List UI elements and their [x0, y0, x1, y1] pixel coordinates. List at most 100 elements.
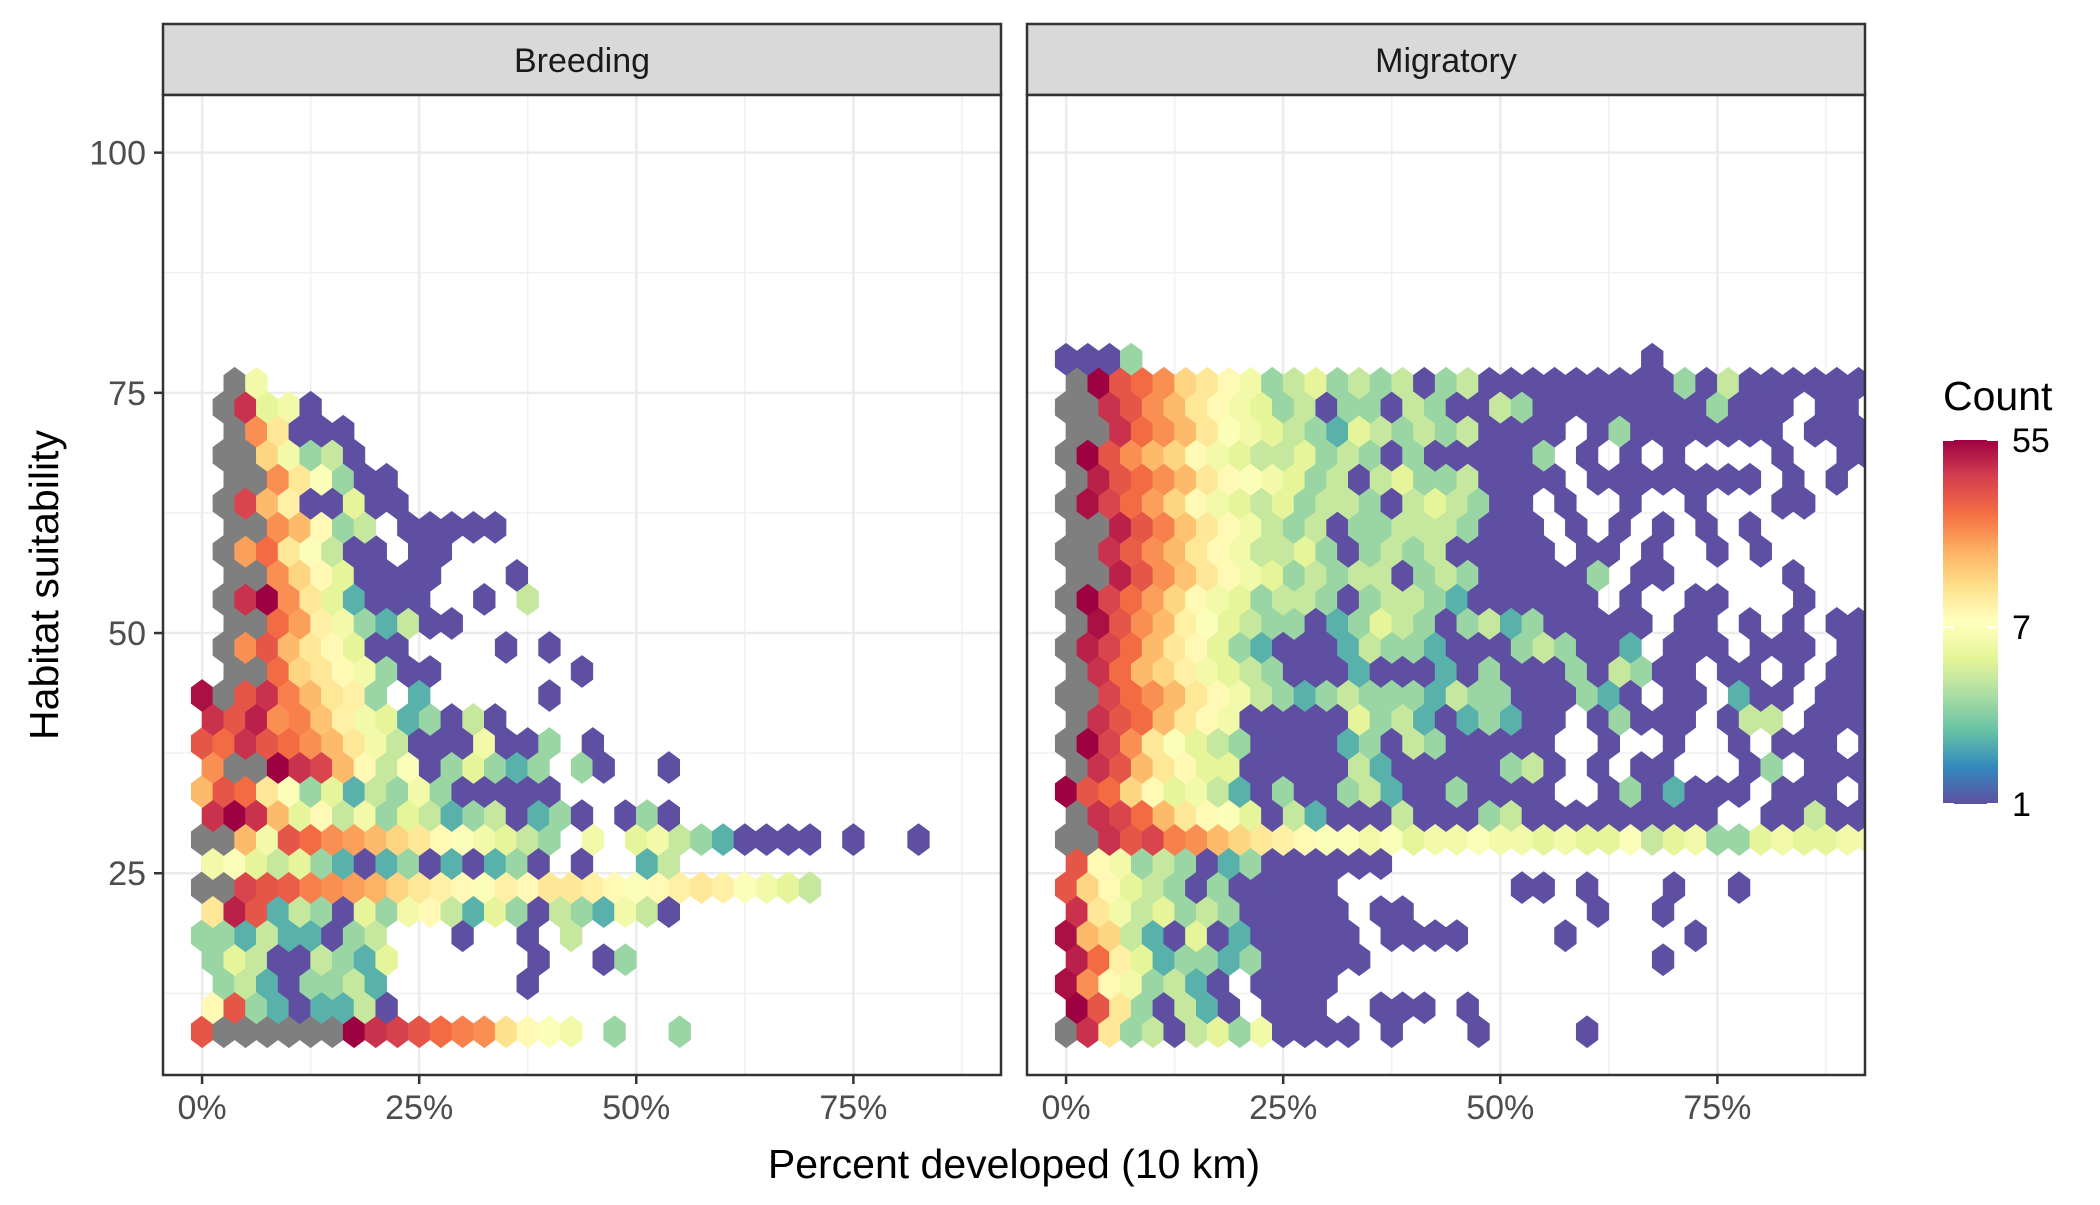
- hexbin-cell: [1913, 800, 1935, 832]
- hexbin-cell: [1902, 487, 1924, 519]
- x-tick-label: 25%: [385, 1089, 453, 1127]
- hexbin-cell: [484, 703, 507, 736]
- legend-tick-label: 55: [2012, 422, 2050, 460]
- hexbin-cell: [1891, 800, 1913, 832]
- hexbin-cell: [2054, 824, 2076, 856]
- x-tick-label: 50%: [602, 1089, 670, 1127]
- hexbin-cell: [1891, 607, 1913, 639]
- hexbin-layer: [190, 366, 930, 1049]
- hexbin-cell: [1880, 391, 1902, 423]
- hexbin-cell: [1924, 776, 1946, 808]
- hexbin-cell: [1945, 824, 1967, 856]
- hexbin-cell: [1869, 752, 1891, 784]
- hexbin-cell: [1456, 991, 1479, 1025]
- hexbin-cell: [1902, 824, 1924, 856]
- x-axis: 0% 25% 50% 75%: [178, 1075, 887, 1127]
- hexbin-cell: [538, 631, 561, 664]
- hexbin-cell: [657, 751, 680, 784]
- x-tick-label: 0%: [1042, 1089, 1091, 1127]
- facet-migratory: Migratory 0% 25% 50% 75%: [1025, 22, 2098, 1127]
- hexbin-cell: [494, 631, 518, 664]
- hexbin-cell: [1782, 559, 1805, 592]
- hexbin-cell: [907, 823, 930, 856]
- hexbin-cell: [1869, 607, 1891, 639]
- hexbin-cell: [1120, 342, 1143, 376]
- x-axis: 0% 25% 50% 75%: [1042, 1075, 1751, 1127]
- hexbin-cell: [538, 727, 561, 760]
- legend-tick-label: 1: [2012, 786, 2031, 824]
- hexbin-cell: [1641, 342, 1664, 376]
- hexbin-cell: [1880, 487, 1902, 519]
- y-tick-label: 50: [108, 615, 146, 653]
- hexbin-cell: [2010, 824, 2032, 856]
- panel-border: [1025, 93, 1867, 1077]
- hexbin-cell: [1738, 510, 1762, 544]
- hexbin-cell: [1967, 824, 1989, 856]
- hexbin-cell: [245, 366, 268, 400]
- hexbin-cell: [1924, 343, 1946, 375]
- hexbin-cell: [1575, 871, 1599, 905]
- hexbin-cell: [1869, 415, 1891, 447]
- hexbin-cell: [1924, 631, 1946, 663]
- hexbin-cell: [559, 1015, 583, 1049]
- hexbin-cell: [1880, 679, 1902, 711]
- hexbin-cell: [1869, 559, 1891, 591]
- hexbin-cell: [1727, 871, 1751, 905]
- hexbin-cell: [484, 510, 507, 544]
- hexbin-cell: [1902, 776, 1924, 808]
- hexbin-cell: [473, 583, 496, 616]
- hexbin-cell: [1869, 800, 1891, 832]
- hexbin-cell: [1891, 752, 1913, 784]
- hexbin-cell: [570, 799, 594, 832]
- hexbin-cell: [538, 679, 561, 712]
- hexbin-cell: [418, 655, 442, 688]
- hexbin-cell: [1924, 728, 1946, 760]
- hexbin-layer: [1054, 342, 2098, 1049]
- hexbin-cell: [1880, 824, 1902, 856]
- hexbin-cell: [842, 823, 865, 856]
- hexbin-cell: [798, 823, 822, 856]
- hexbin-cell: [1847, 607, 1865, 640]
- x-tick-label: 0%: [178, 1089, 227, 1127]
- hexbin-cell: [505, 559, 529, 592]
- hexbin-cell: [1913, 367, 1935, 399]
- hexbin-cell: [1847, 751, 1865, 784]
- legend: Count 55 7 1: [1943, 373, 2053, 824]
- hexbin-cell: [1924, 535, 1946, 567]
- hexbin-cell: [1891, 655, 1913, 687]
- hexbin-cell: [1891, 367, 1913, 399]
- legend-colorbar: [1943, 440, 1998, 804]
- hexbin-cell: [299, 390, 322, 424]
- strip-background: [161, 22, 1003, 97]
- hexbin-cell: [2076, 824, 2098, 856]
- strip-label: Migratory: [1375, 42, 1517, 80]
- hexbin-cell: [2032, 824, 2054, 856]
- y-tick-label: 100: [89, 135, 146, 173]
- hexbin-cell: [1684, 919, 1707, 953]
- hexbin-cell: [1989, 824, 2011, 856]
- hexbin-cell: [1956, 800, 1978, 832]
- strip-background: [1025, 22, 1867, 97]
- hexbin-cell: [1924, 679, 1946, 711]
- hexbin-cell: [1738, 607, 1762, 640]
- hexbin-cell: [375, 462, 398, 496]
- hexbin-cell: [1651, 510, 1675, 544]
- hexbin-cell: [1924, 583, 1946, 615]
- hexbin-cell: [1413, 991, 1436, 1025]
- x-tick-label: 50%: [1466, 1089, 1534, 1127]
- hexbin-cell: [614, 943, 637, 977]
- hexbin-cell: [1847, 366, 1865, 400]
- legend-tick-label: 7: [2012, 609, 2031, 647]
- hexbin-cell: [1651, 943, 1675, 977]
- hexbin-cell: [603, 1015, 626, 1049]
- hexbin-cell: [1924, 824, 1946, 856]
- hexbin-cell: [1706, 583, 1729, 616]
- facet-breeding: Breeding 25 50 75 100 0% 25% 50% 75%: [89, 22, 1003, 1127]
- strip-label: Breeding: [514, 42, 650, 80]
- x-axis-title: Percent developed (10 km): [768, 1141, 1260, 1187]
- legend-title: Count: [1943, 373, 2053, 419]
- x-tick-label: 75%: [1683, 1089, 1751, 1127]
- legend-ticks: 55 7 1: [1943, 422, 2050, 824]
- hexbin-cell: [1869, 511, 1891, 543]
